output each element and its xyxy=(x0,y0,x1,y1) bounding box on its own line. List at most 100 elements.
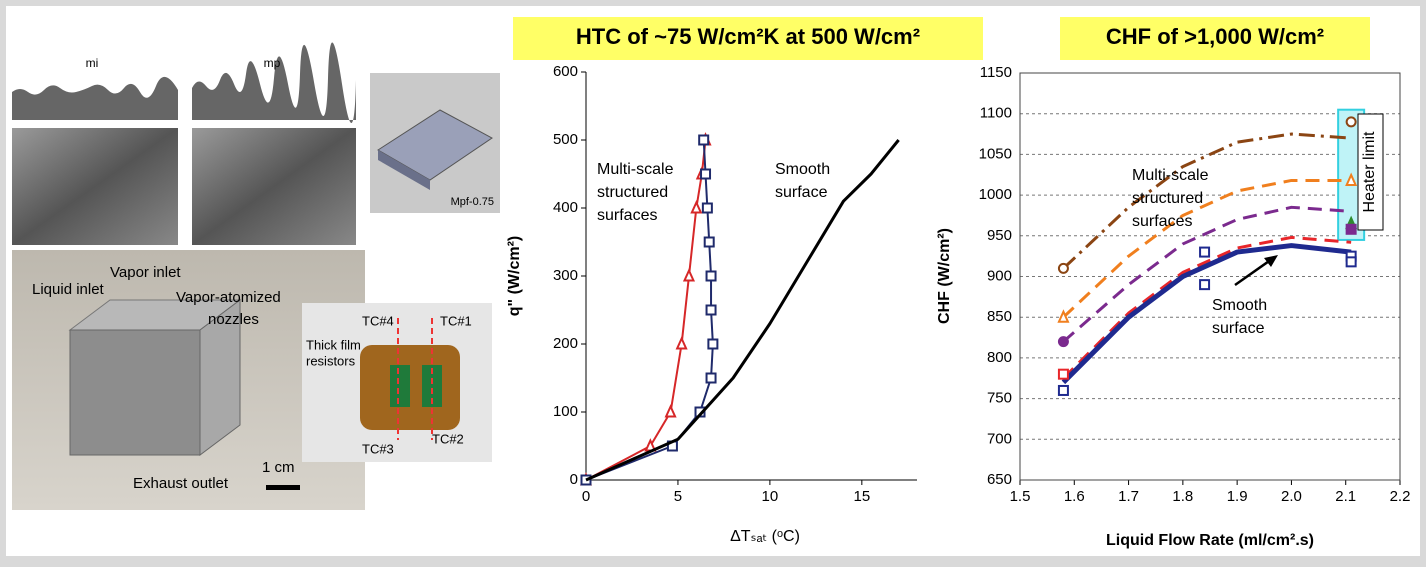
y-axis-label: q" (W/cm²) xyxy=(506,236,523,316)
y-tick-label: 1050 xyxy=(979,145,1012,162)
annotation: surface xyxy=(1212,320,1265,337)
device-label: Exhaust outlet xyxy=(133,475,229,492)
marker xyxy=(707,338,719,350)
y-tick-label: 500 xyxy=(553,131,578,148)
series-line xyxy=(1062,132,1352,270)
series-line xyxy=(585,139,707,481)
x-tick-label: 1.6 xyxy=(1064,488,1085,505)
marker xyxy=(705,270,717,282)
series-line xyxy=(1062,235,1352,380)
resistor xyxy=(422,365,442,407)
annotation: surface xyxy=(775,184,828,201)
marker xyxy=(664,404,677,418)
profile-label: mi xyxy=(86,56,99,70)
cube xyxy=(69,329,201,456)
annotation: Multi-scale xyxy=(1132,167,1209,184)
x-tick-label: 2.0 xyxy=(1281,488,1302,505)
y-tick-label: 800 xyxy=(987,349,1012,366)
series-line xyxy=(1061,243,1352,385)
sem-image xyxy=(12,128,178,245)
marker xyxy=(675,336,688,350)
y-axis-label: CHF (W/cm²) xyxy=(936,228,953,324)
y-tick-label: 400 xyxy=(553,199,578,216)
device-label: nozzles xyxy=(208,311,259,328)
heater-label-box xyxy=(1357,113,1384,231)
scale-bar xyxy=(266,485,300,490)
tc-label: TC#2 xyxy=(432,431,464,446)
tc-label: TC#1 xyxy=(440,313,472,328)
marker xyxy=(698,134,710,146)
grid-label: Mpf-0.75 xyxy=(451,196,494,208)
device-label: Liquid inlet xyxy=(32,281,105,298)
marker xyxy=(1199,246,1211,258)
chart-title: HTC of ~75 W/cm²K at 500 W/cm² xyxy=(576,24,920,49)
marker xyxy=(690,200,703,214)
title-box xyxy=(1060,17,1370,60)
annotation: surfaces xyxy=(597,207,657,224)
y-tick-label: 1100 xyxy=(980,105,1012,122)
device-label: 1 cm xyxy=(262,459,295,476)
series-line xyxy=(585,139,900,482)
annotation: Smooth xyxy=(775,161,830,178)
series-line xyxy=(1062,178,1352,319)
marker xyxy=(703,236,715,248)
chart-title: CHF of >1,000 W/cm² xyxy=(1106,24,1324,49)
annotation: surfaces xyxy=(1132,213,1192,230)
profile-mi xyxy=(12,76,178,120)
annotation: Smooth xyxy=(1212,297,1267,314)
tc-label: Thick film xyxy=(306,337,361,352)
x-tick-label: 10 xyxy=(762,488,779,505)
x-tick-label: 15 xyxy=(853,488,870,505)
x-tick-label: 1.7 xyxy=(1118,488,1139,505)
resistor xyxy=(390,365,410,407)
y-tick-label: 850 xyxy=(987,308,1012,325)
tc-label: TC#4 xyxy=(362,313,394,328)
marker xyxy=(1345,223,1357,235)
x-tick-label: 2.1 xyxy=(1335,488,1356,505)
tc-label: TC#3 xyxy=(362,441,394,456)
profile-label: mp xyxy=(264,56,281,70)
y-tick-label: 100 xyxy=(553,403,578,420)
x-tick-label: 0 xyxy=(582,488,590,505)
x-tick-label: 5 xyxy=(674,488,682,505)
marker xyxy=(1345,172,1358,186)
y-tick-label: 600 xyxy=(553,63,578,80)
plot-frame xyxy=(1019,72,1401,481)
marker xyxy=(1057,309,1070,323)
y-tick-label: 700 xyxy=(987,430,1012,447)
marker xyxy=(1345,256,1357,268)
series-line xyxy=(1062,205,1352,343)
y-tick-label: 650 xyxy=(987,471,1012,488)
annotation: structured xyxy=(1132,190,1203,207)
x-tick-label: 1.9 xyxy=(1227,488,1248,505)
arrow-head xyxy=(1264,255,1278,267)
y-tick-label: 750 xyxy=(987,390,1012,407)
y-tick-label: 1000 xyxy=(979,186,1012,203)
x-axis-label: ΔTₛₐₜ (ᵒC) xyxy=(730,528,800,545)
y-tick-label: 0 xyxy=(570,471,578,488)
marker xyxy=(700,168,712,180)
x-tick-label: 1.8 xyxy=(1172,488,1193,505)
marker xyxy=(705,372,717,384)
marker xyxy=(1057,262,1069,274)
annotation: structured xyxy=(597,184,668,201)
profile-mp xyxy=(192,42,356,124)
y-tick-label: 900 xyxy=(987,267,1012,284)
marker xyxy=(701,202,713,214)
arrow xyxy=(1234,257,1273,287)
annotation: Multi-scale xyxy=(597,161,674,178)
marker xyxy=(1199,279,1211,291)
title-box xyxy=(513,17,983,60)
cube xyxy=(199,299,241,456)
x-tick-label: 1.5 xyxy=(1010,488,1031,505)
marker xyxy=(682,268,696,282)
y-tick-label: 950 xyxy=(987,227,1012,244)
grid-structure xyxy=(378,150,430,190)
marker xyxy=(1057,368,1069,380)
x-axis-label: Liquid Flow Rate (ml/cm².s) xyxy=(1106,532,1314,549)
annotation: Heater limit xyxy=(1361,131,1378,212)
marker xyxy=(1057,384,1069,396)
device-label: Vapor inlet xyxy=(110,264,181,281)
